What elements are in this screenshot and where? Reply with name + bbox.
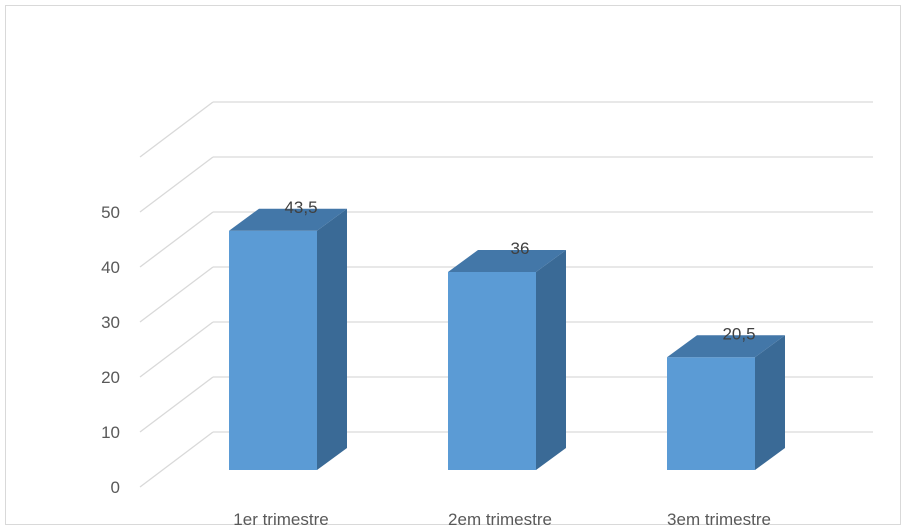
- y-tick-label: 10: [101, 423, 120, 442]
- category-label: 2em trimestre: [448, 510, 552, 529]
- bar-top: [448, 250, 566, 272]
- bar-top: [667, 335, 785, 358]
- bars: [229, 208, 785, 470]
- y-tick-label: 20: [101, 368, 120, 387]
- gridline-side: [139, 101, 214, 158]
- bar-front: [667, 357, 755, 470]
- category-label: 1er trimestre: [233, 510, 328, 529]
- y-tick-label: 0: [111, 478, 120, 497]
- bar-front: [448, 272, 536, 470]
- y-tick-label: 30: [101, 313, 120, 332]
- bar: [229, 208, 347, 470]
- bar: [448, 250, 566, 470]
- gridline-side: [139, 266, 214, 323]
- bar-side: [536, 250, 566, 470]
- bar-side: [755, 335, 785, 470]
- gridline-side: [139, 431, 214, 488]
- category-label: 3em trimestre: [667, 510, 771, 529]
- data-label: 36: [511, 239, 530, 258]
- data-label: 43,5: [284, 198, 317, 217]
- bar-side: [317, 208, 347, 470]
- bar-front: [229, 230, 317, 470]
- data-label: 20,5: [722, 324, 755, 343]
- y-axis-ticks: 0 10 20 30 40 50: [101, 203, 120, 497]
- gridline-side: [139, 376, 214, 433]
- data-labels: 43,5 36 20,5: [284, 198, 755, 344]
- y-tick-label: 40: [101, 258, 120, 277]
- y-tick-label: 50: [101, 203, 120, 222]
- category-labels: 1er trimestre 2em trimestre 3em trimestre: [233, 510, 771, 529]
- gridline-side: [139, 156, 214, 213]
- bar: [667, 335, 785, 470]
- gridline-side: [139, 321, 214, 378]
- bar-top: [229, 208, 347, 231]
- gridline-side: [139, 211, 214, 268]
